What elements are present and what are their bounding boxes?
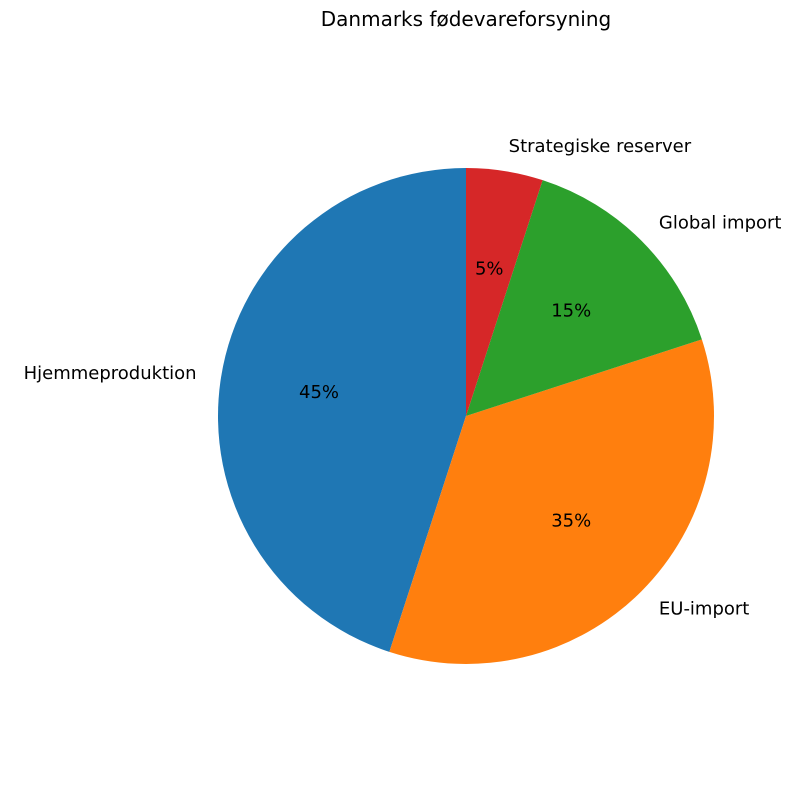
slice-category-label: EU-import <box>659 598 749 619</box>
pie-slice-global-import <box>466 180 702 416</box>
chart-title: Danmarks fødevareforsyning <box>321 7 611 31</box>
pie-slice-eu-import <box>389 339 714 664</box>
pie-labels: 45% Hjemmeproduktion 35% EU-import 15% Global… <box>24 136 782 619</box>
pie-slice-hjemmeproduktion <box>218 168 466 652</box>
slice-value-label: 35% <box>551 511 591 532</box>
slice-value-label: 15% <box>551 300 591 321</box>
slice-value-label: 5% <box>475 259 504 280</box>
slice-category-label: Global import <box>659 213 782 234</box>
pie-slice-strategiske-reserver <box>466 168 543 416</box>
slice-category-label: Hjemmeproduktion <box>24 363 197 384</box>
slice-category-label: Strategiske reserver <box>509 136 692 157</box>
pie-slices <box>218 168 714 664</box>
slice-value-label: 45% <box>299 382 339 403</box>
